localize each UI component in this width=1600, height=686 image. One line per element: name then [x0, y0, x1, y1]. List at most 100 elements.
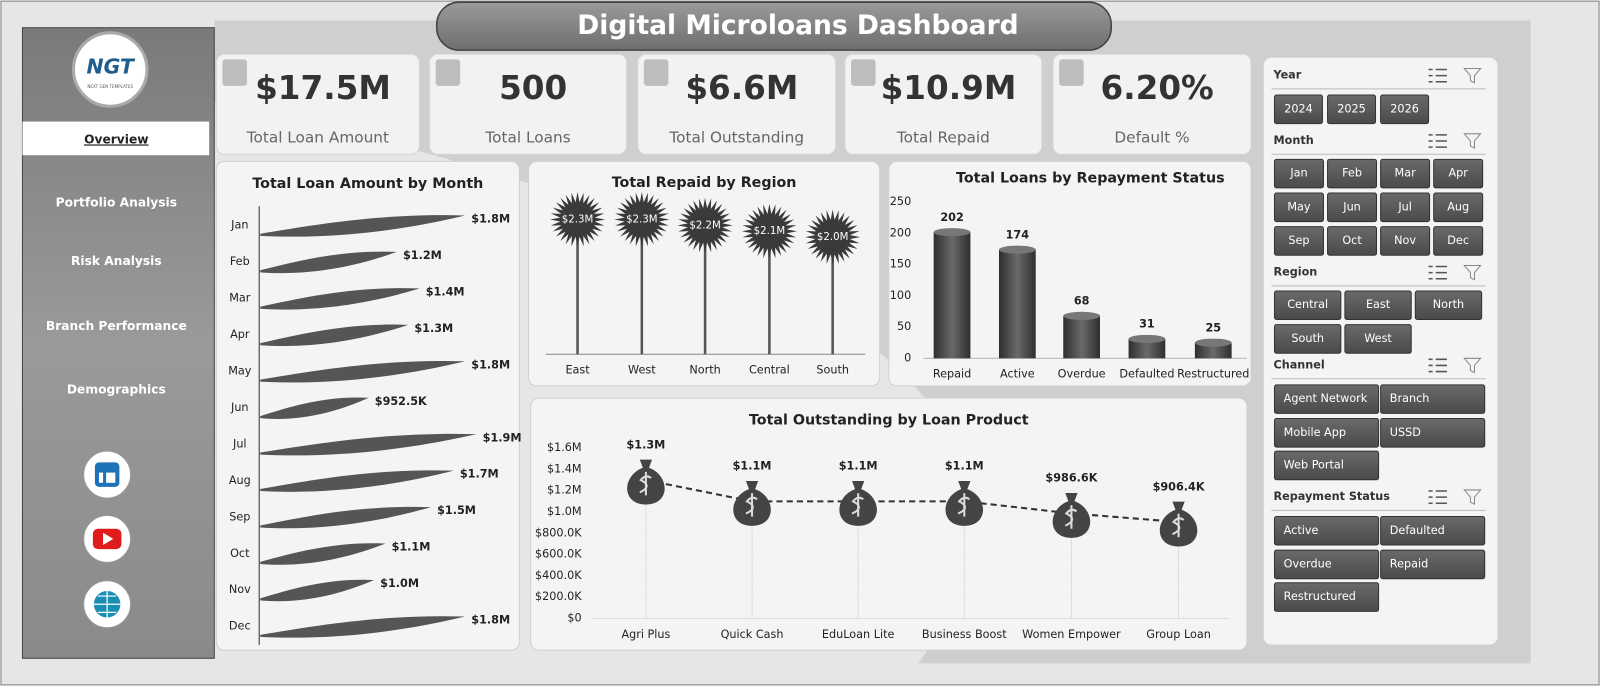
nav-item[interactable]: Overview [84, 132, 148, 146]
filter-option[interactable]: South [1291, 332, 1324, 345]
filter-option[interactable]: Apr [1448, 167, 1468, 180]
filter-option[interactable]: Oct [1342, 234, 1362, 247]
filter-button[interactable] [1344, 290, 1412, 321]
y-tick-label: Jun [230, 401, 249, 414]
filter-option[interactable]: 2026 [1390, 102, 1419, 115]
filter-button[interactable] [1433, 192, 1484, 223]
filter-button[interactable] [1380, 549, 1486, 580]
chart-title: Total Repaid by Region [612, 175, 797, 191]
filter-button[interactable] [1273, 226, 1324, 256]
filter-option[interactable]: Defaulted [1390, 524, 1445, 537]
filter-button[interactable] [1273, 515, 1380, 546]
filter-option[interactable]: May [1287, 200, 1311, 213]
marker-glyph [957, 493, 971, 517]
filter-option[interactable]: Web Portal [1284, 458, 1344, 471]
data-label: $986.6K [1045, 472, 1098, 485]
filter-button[interactable] [1380, 226, 1431, 256]
kpi-label: Total Loans [484, 128, 570, 146]
nav-item[interactable]: Branch Performance [46, 319, 187, 333]
filter-option[interactable]: Nov [1394, 234, 1416, 247]
filter-button[interactable] [1433, 158, 1484, 189]
marker-glyph [1171, 513, 1185, 538]
multi-select-icon[interactable] [1428, 134, 1447, 148]
y-tick-label: May [228, 364, 252, 377]
clear-filter-icon[interactable] [1463, 489, 1482, 506]
filter-option[interactable]: Feb [1342, 167, 1362, 180]
multi-select-icon[interactable] [1428, 490, 1447, 504]
marker-glyph [745, 493, 758, 517]
filter-button[interactable] [1327, 158, 1378, 189]
filter-option[interactable]: Repaid [1390, 557, 1428, 570]
nav-item[interactable]: Portfolio Analysis [56, 196, 177, 210]
filter-option[interactable]: Agent Network [1284, 392, 1368, 405]
filter-button[interactable] [1380, 192, 1431, 223]
filter-option[interactable]: Restructured [1284, 590, 1356, 603]
filter-option[interactable]: Overdue [1284, 557, 1332, 570]
chart-panel [530, 397, 1248, 651]
filter-button[interactable] [1380, 158, 1431, 189]
data-label: $2.1M [754, 226, 785, 237]
data-label: $1.8M [471, 614, 510, 627]
filter-button[interactable] [1327, 94, 1377, 125]
filter-button[interactable] [1380, 418, 1486, 448]
filter-button[interactable] [1273, 384, 1380, 414]
filter-option[interactable]: West [1364, 332, 1392, 345]
burst [805, 209, 861, 265]
filter-option[interactable]: Mar [1395, 167, 1417, 180]
filter-option[interactable]: East [1366, 298, 1391, 311]
nav-item[interactable]: Demographics [67, 382, 166, 396]
filter-button[interactable] [1327, 192, 1378, 223]
filter-button[interactable] [1344, 324, 1412, 354]
filter-option[interactable]: Jan [1289, 167, 1307, 180]
nav-item[interactable]: Risk Analysis [71, 254, 162, 268]
filter-button[interactable] [1273, 549, 1380, 580]
filter-button[interactable] [1273, 450, 1380, 481]
filter-button[interactable] [1327, 226, 1378, 256]
y-tick-label: $400.0K [535, 569, 582, 582]
filter-option[interactable]: 2025 [1337, 102, 1366, 115]
filter-button[interactable] [1273, 324, 1342, 354]
filter-button[interactable] [1414, 290, 1483, 321]
filter-button[interactable] [1273, 94, 1323, 125]
clear-filter-icon[interactable] [1463, 357, 1482, 374]
filter-button[interactable] [1380, 384, 1486, 414]
filter-button[interactable] [1273, 582, 1380, 612]
filter-option[interactable]: 2024 [1284, 102, 1313, 115]
multi-select-icon[interactable] [1428, 265, 1447, 280]
filter-button[interactable] [1273, 192, 1324, 223]
bar [260, 251, 397, 274]
filter-button[interactable] [1433, 226, 1484, 256]
clear-filter-icon[interactable] [1463, 67, 1482, 84]
filter-option[interactable]: North [1433, 298, 1464, 311]
chart-panel [888, 160, 1252, 387]
filter-option[interactable]: Jul [1397, 200, 1412, 213]
filter-option[interactable]: Mobile App [1284, 426, 1346, 439]
filter-title: Year [1272, 69, 1301, 82]
kpi-label: Total Outstanding [668, 128, 804, 146]
linkedin-glyph [106, 472, 116, 483]
youtube-glyph [103, 532, 114, 546]
filter-option[interactable]: Active [1284, 524, 1319, 537]
clear-filter-icon[interactable] [1463, 264, 1482, 281]
filter-option[interactable]: USSD [1390, 426, 1421, 439]
kpi-value: 500 [499, 69, 567, 107]
filter-option[interactable]: Aug [1447, 200, 1469, 213]
filter-option[interactable]: Central [1287, 298, 1328, 311]
filter-button[interactable] [1380, 94, 1430, 125]
filter-option[interactable]: Jun [1342, 200, 1361, 213]
multi-select-icon[interactable] [1428, 68, 1447, 83]
logo-text: NGT [87, 54, 136, 78]
filter-option[interactable]: Sep [1288, 234, 1309, 247]
bar [933, 232, 971, 359]
filter-button[interactable] [1273, 290, 1342, 321]
filter-option[interactable]: Dec [1447, 234, 1469, 247]
filter-button[interactable] [1273, 158, 1324, 189]
data-label: $1.7M [460, 468, 499, 481]
multi-select-icon[interactable] [1428, 358, 1447, 373]
filter-option[interactable]: Branch [1390, 392, 1430, 405]
y-tick-label: 50 [897, 320, 911, 333]
clear-filter-icon[interactable] [1463, 133, 1482, 149]
filter-button[interactable] [1380, 515, 1486, 546]
filter-button[interactable] [1273, 418, 1380, 448]
